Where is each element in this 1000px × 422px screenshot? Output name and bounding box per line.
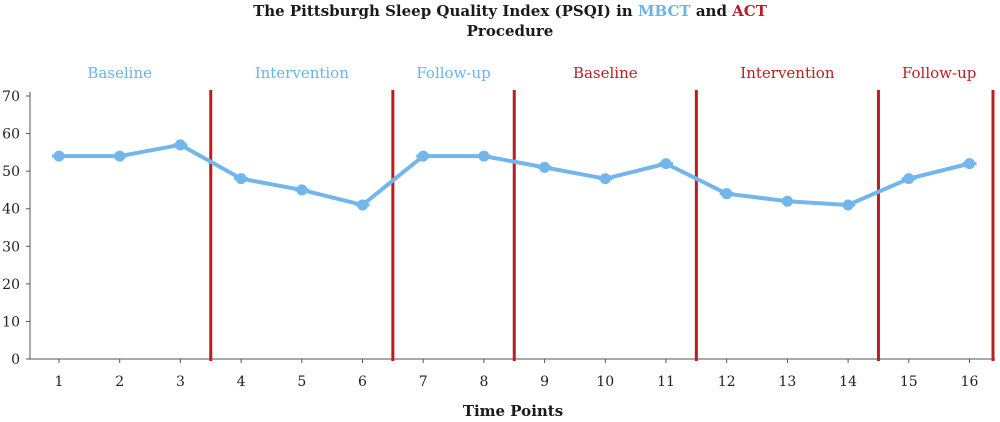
chart-title-prefix: The Pittsburgh Sleep Quality Index (PSQI… — [253, 2, 638, 20]
phase-label-1: Baseline — [87, 64, 152, 82]
chart-title-middle: and — [691, 2, 733, 20]
y-tick-label: 30 — [2, 239, 20, 255]
x-tick-label: 2 — [115, 374, 124, 390]
phase-label-4: Baseline — [573, 64, 638, 82]
phase-label-2: Intervention — [255, 64, 350, 82]
y-tick-label: 60 — [2, 127, 20, 143]
x-tick-label: 10 — [596, 374, 614, 390]
x-tick-label: 3 — [176, 374, 185, 390]
chart-title-act: ACT — [731, 2, 768, 20]
x-tick-label: 9 — [540, 374, 549, 390]
x-tick-label: 4 — [237, 374, 246, 390]
y-tick-label: 20 — [2, 277, 20, 293]
chart-title: The Pittsburgh Sleep Quality Index (PSQI… — [253, 2, 768, 20]
series-line — [59, 142, 970, 207]
x-tick-label: 16 — [961, 374, 979, 390]
x-tick-label: 12 — [718, 374, 736, 390]
x-tick-label: 5 — [297, 374, 306, 390]
y-tick-label: 50 — [2, 164, 20, 180]
y-tick-label: 70 — [2, 89, 20, 105]
chart-title-mbct: MBCT — [638, 2, 691, 20]
phase-label-5: Intervention — [740, 64, 835, 82]
x-tick-label: 15 — [900, 374, 918, 390]
phase-label-6: Follow-up — [902, 64, 976, 82]
x-tick-label: 6 — [358, 374, 367, 390]
x-tick-label: 1 — [55, 374, 64, 390]
y-tick-label: 40 — [2, 202, 20, 218]
x-tick-label: 7 — [419, 374, 428, 390]
x-tick-label: 13 — [778, 374, 796, 390]
x-tick-label: 8 — [479, 374, 488, 390]
phase-label-3: Follow-up — [416, 64, 490, 82]
y-tick-label: 0 — [11, 352, 20, 368]
x-axis-title: Time Points — [463, 402, 563, 420]
x-tick-label: 11 — [657, 374, 675, 390]
x-tick-label: 14 — [839, 374, 857, 390]
y-tick-label: 10 — [2, 314, 20, 330]
chart-title-line2: Procedure — [467, 22, 554, 40]
